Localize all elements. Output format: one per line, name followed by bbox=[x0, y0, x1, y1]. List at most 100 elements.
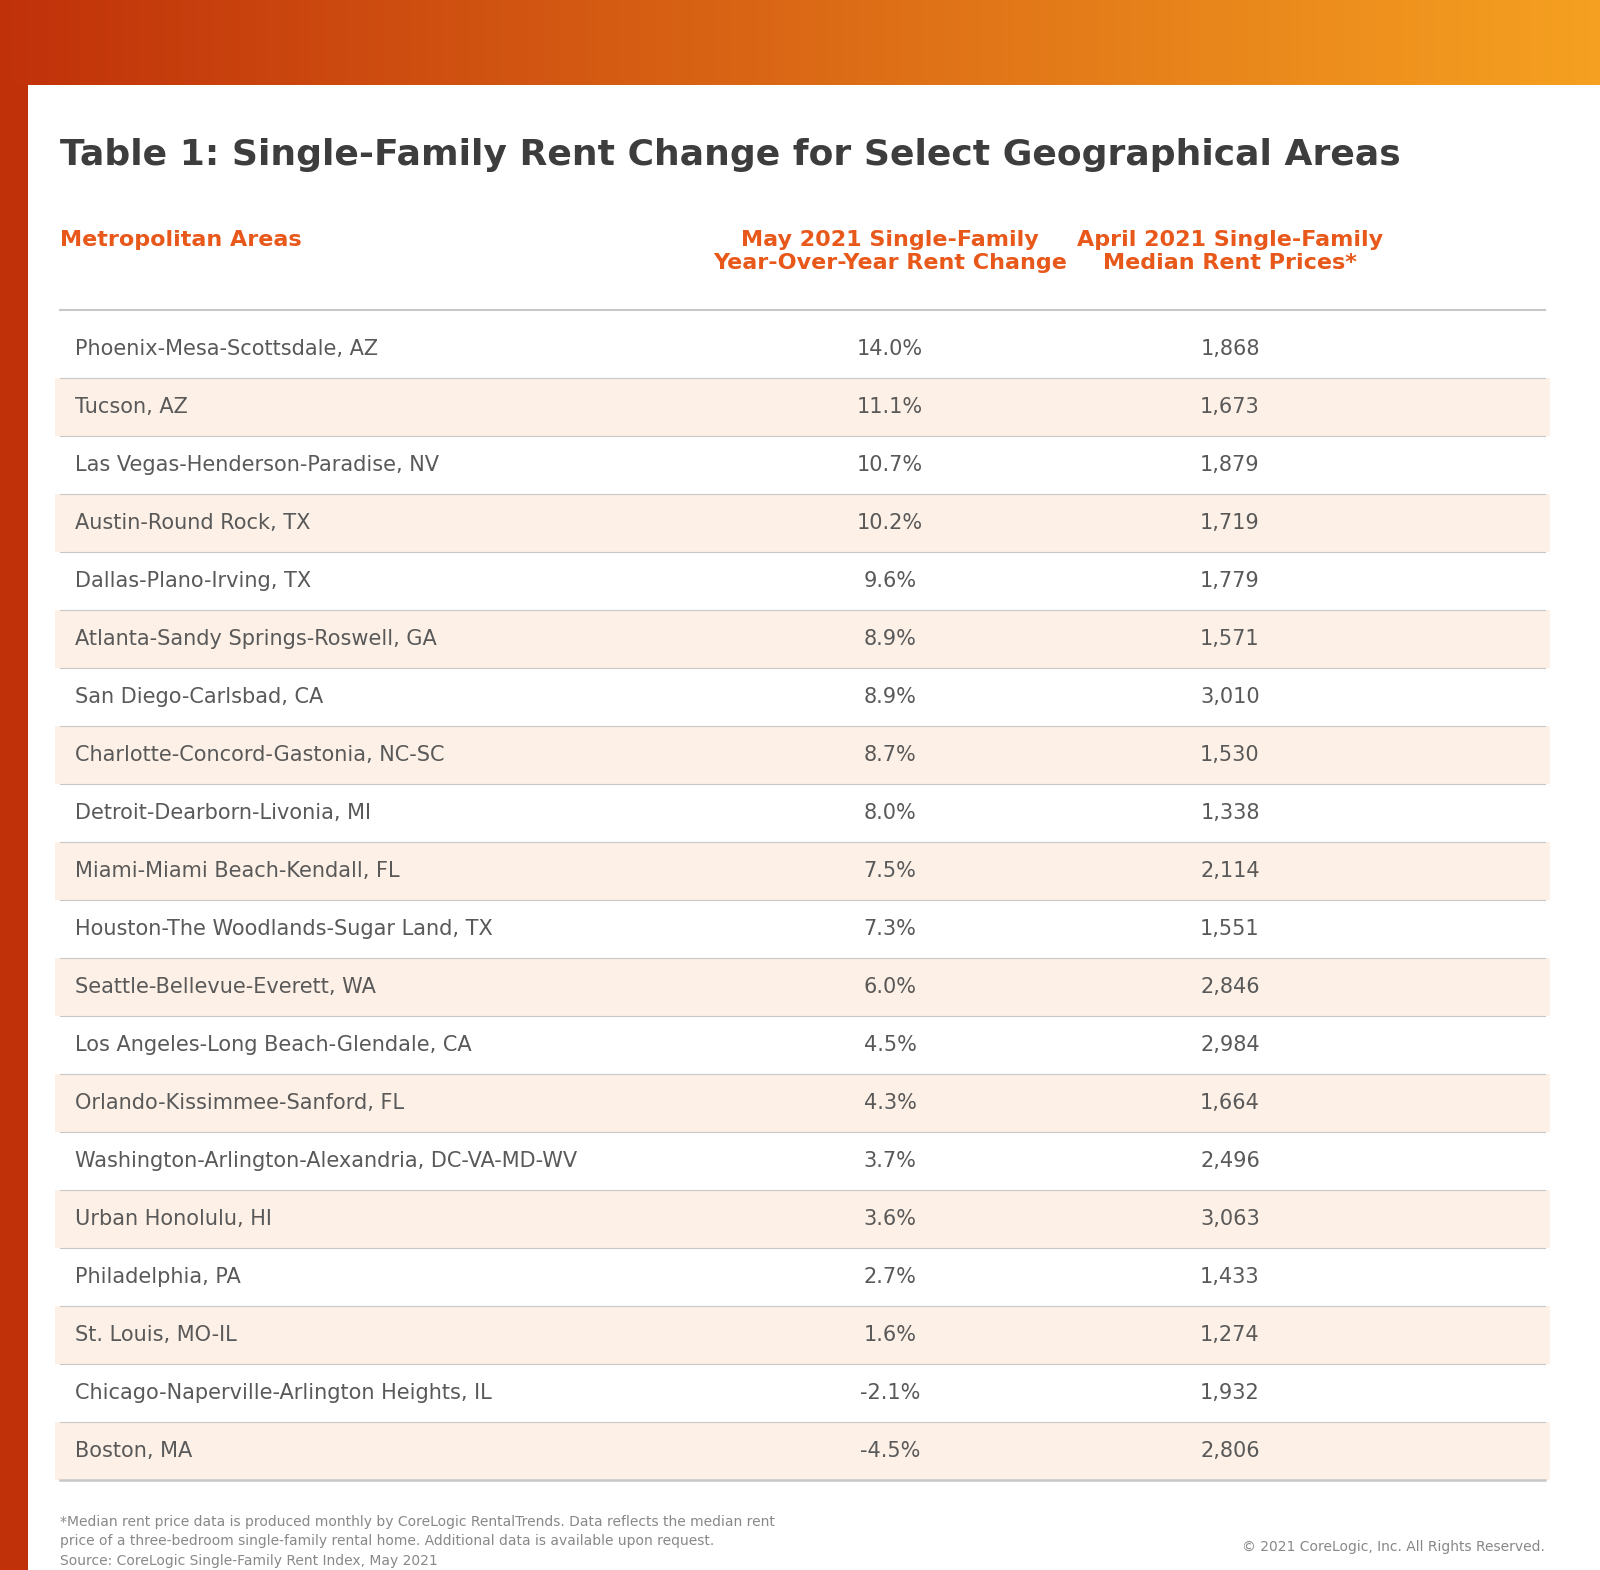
Bar bbox=[971, 0, 976, 85]
Bar bbox=[117, 0, 123, 85]
Bar bbox=[1419, 0, 1424, 85]
Bar bbox=[1520, 0, 1525, 85]
Bar bbox=[1451, 0, 1456, 85]
Bar bbox=[1216, 0, 1221, 85]
Bar bbox=[1024, 0, 1029, 85]
Text: 1,779: 1,779 bbox=[1200, 571, 1259, 590]
Bar bbox=[293, 0, 299, 85]
Bar bbox=[565, 0, 571, 85]
Bar bbox=[1227, 0, 1232, 85]
Text: 1,932: 1,932 bbox=[1200, 1383, 1259, 1404]
Bar bbox=[1381, 0, 1387, 85]
Bar bbox=[1259, 0, 1264, 85]
Bar bbox=[54, 378, 1550, 436]
Bar bbox=[1179, 0, 1184, 85]
Bar bbox=[752, 0, 757, 85]
Bar bbox=[453, 0, 459, 85]
Bar bbox=[176, 0, 181, 85]
Bar bbox=[1531, 0, 1536, 85]
Bar bbox=[747, 0, 752, 85]
Bar bbox=[32, 0, 37, 85]
Bar bbox=[597, 0, 603, 85]
Text: Washington-Arlington-Alexandria, DC-VA-MD-WV: Washington-Arlington-Alexandria, DC-VA-M… bbox=[75, 1151, 578, 1171]
Bar bbox=[1397, 0, 1403, 85]
Bar bbox=[789, 0, 795, 85]
Text: 1,719: 1,719 bbox=[1200, 513, 1259, 532]
Bar bbox=[64, 0, 69, 85]
Bar bbox=[944, 0, 949, 85]
Text: Austin-Round Rock, TX: Austin-Round Rock, TX bbox=[75, 513, 310, 532]
Bar bbox=[827, 0, 832, 85]
Bar bbox=[1595, 0, 1600, 85]
Bar bbox=[267, 0, 272, 85]
Bar bbox=[1408, 0, 1413, 85]
Bar bbox=[512, 0, 517, 85]
Text: Dallas-Plano-Irving, TX: Dallas-Plano-Irving, TX bbox=[75, 571, 310, 590]
Bar bbox=[379, 0, 384, 85]
Bar bbox=[683, 0, 688, 85]
Bar bbox=[928, 0, 933, 85]
Bar bbox=[1301, 0, 1307, 85]
Bar bbox=[229, 0, 235, 85]
Bar bbox=[54, 436, 1550, 495]
Bar bbox=[981, 0, 987, 85]
Bar bbox=[251, 0, 256, 85]
Bar bbox=[304, 0, 309, 85]
Bar bbox=[341, 0, 347, 85]
Bar bbox=[1253, 0, 1259, 85]
Text: 3.6%: 3.6% bbox=[864, 1209, 917, 1229]
Bar bbox=[443, 0, 448, 85]
Bar bbox=[539, 0, 544, 85]
Bar bbox=[1552, 0, 1557, 85]
Bar bbox=[256, 0, 261, 85]
Bar bbox=[1344, 0, 1349, 85]
Bar bbox=[624, 0, 629, 85]
Bar bbox=[336, 0, 341, 85]
Bar bbox=[1488, 0, 1493, 85]
Bar bbox=[571, 0, 576, 85]
Text: Philadelphia, PA: Philadelphia, PA bbox=[75, 1267, 240, 1287]
Text: 1,879: 1,879 bbox=[1200, 455, 1259, 476]
Bar bbox=[741, 0, 747, 85]
Bar bbox=[395, 0, 400, 85]
Bar bbox=[1515, 0, 1520, 85]
Bar bbox=[21, 0, 27, 85]
Text: 3.7%: 3.7% bbox=[864, 1151, 917, 1171]
Bar bbox=[69, 0, 75, 85]
Bar bbox=[1072, 0, 1077, 85]
Text: 1,274: 1,274 bbox=[1200, 1325, 1259, 1345]
Bar bbox=[357, 0, 363, 85]
Text: 14.0%: 14.0% bbox=[858, 339, 923, 360]
Bar bbox=[1061, 0, 1067, 85]
Bar bbox=[1035, 0, 1040, 85]
Bar bbox=[54, 611, 1550, 667]
Bar bbox=[0, 0, 5, 85]
Text: 2.7%: 2.7% bbox=[864, 1267, 917, 1287]
Bar bbox=[1248, 0, 1253, 85]
Bar bbox=[773, 0, 779, 85]
Text: Urban Honolulu, HI: Urban Honolulu, HI bbox=[75, 1209, 272, 1229]
Bar bbox=[464, 0, 469, 85]
Bar bbox=[821, 0, 827, 85]
Bar bbox=[400, 0, 405, 85]
Bar bbox=[235, 0, 240, 85]
Bar bbox=[1365, 0, 1371, 85]
Bar bbox=[651, 0, 656, 85]
Bar bbox=[54, 1306, 1550, 1364]
Text: 4.3%: 4.3% bbox=[864, 1093, 917, 1113]
Bar bbox=[1056, 0, 1061, 85]
Bar bbox=[1008, 0, 1013, 85]
Bar bbox=[1296, 0, 1301, 85]
Bar bbox=[85, 0, 91, 85]
Bar bbox=[331, 0, 336, 85]
Bar bbox=[1435, 0, 1440, 85]
Bar bbox=[283, 0, 288, 85]
Text: 1,868: 1,868 bbox=[1200, 339, 1259, 360]
Bar bbox=[939, 0, 944, 85]
Bar bbox=[469, 0, 475, 85]
Bar bbox=[619, 0, 624, 85]
Bar bbox=[240, 0, 245, 85]
Bar bbox=[1083, 0, 1088, 85]
Text: 9.6%: 9.6% bbox=[864, 571, 917, 590]
Bar bbox=[149, 0, 155, 85]
